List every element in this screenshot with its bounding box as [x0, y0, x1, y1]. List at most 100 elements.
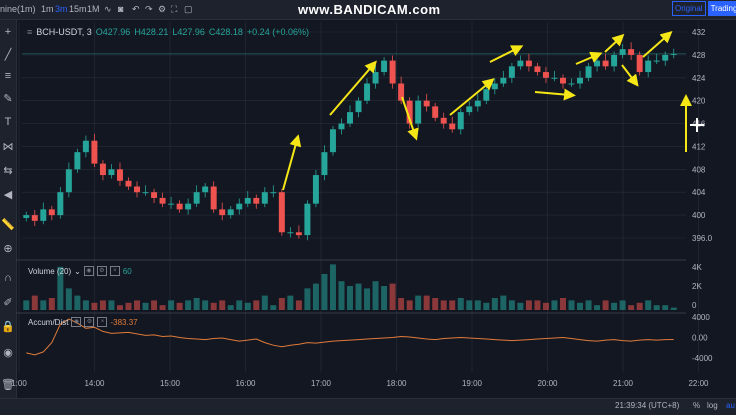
time-tick-label: 14:00 — [84, 379, 105, 388]
volume-label[interactable]: Volume (20) — [28, 266, 72, 276]
close-icon[interactable]: × — [109, 266, 120, 276]
brush-icon[interactable]: ✎ — [3, 93, 13, 105]
time-tick-label: 18:00 — [386, 379, 407, 388]
candle-body — [202, 186, 209, 193]
symbol-label[interactable]: BCH-USDT, 3 — [36, 27, 92, 37]
redo-icon[interactable]: ↷ — [145, 4, 153, 14]
candle-body — [534, 66, 541, 73]
candle-body — [74, 152, 81, 170]
ad-tick-label: -4000 — [692, 354, 713, 363]
volume-bar — [270, 305, 277, 310]
zoom-icon[interactable]: ⊕ — [3, 243, 13, 255]
candle-body — [500, 77, 507, 84]
lock-drawing-icon[interactable]: ✐ — [3, 297, 13, 309]
time-tick-label: 17:00 — [311, 379, 332, 388]
settings-icon[interactable]: ⚙ — [84, 317, 95, 327]
chevron-down-icon[interactable]: ⌄ — [74, 266, 81, 276]
original-view-tab[interactable]: Original — [672, 1, 706, 16]
trash-icon[interactable]: 🗑 — [1, 379, 15, 391]
auto-toggle[interactable]: au — [726, 401, 735, 410]
volume-bar — [483, 302, 490, 310]
timeframe-button[interactable]: 1m — [41, 4, 54, 14]
volume-bar — [423, 295, 430, 310]
volume-bar — [594, 305, 601, 310]
volume-bar — [389, 283, 396, 310]
candle-body — [449, 123, 456, 130]
ruler-icon[interactable]: 📏 — [1, 219, 15, 231]
annotation-arrows — [282, 31, 692, 191]
timeframe-button[interactable]: 1M — [87, 4, 100, 14]
percent-toggle[interactable]: % — [693, 401, 701, 410]
volume-bar — [210, 302, 217, 310]
volume-bar — [457, 298, 464, 310]
candle-body — [168, 203, 175, 205]
volume-tick-label: 0 — [692, 301, 697, 310]
crosshair-icon[interactable]: + — [4, 26, 12, 38]
camera-icon[interactable]: ◙ — [118, 4, 124, 14]
volume-bar — [219, 300, 226, 310]
candle-body — [602, 60, 609, 67]
trendline-icon[interactable]: ╱ — [4, 49, 12, 61]
forecast-icon[interactable]: ⇆ — [3, 165, 13, 177]
price-tick-label: 412 — [692, 142, 706, 151]
volume-bar — [295, 300, 302, 310]
drawing-toolbar: + ╱ ≡ ✎ T ⋈ ⇆ ◀ 📏 ⊕ ∩ ✐ 🔒 ◉ 🗑 — [0, 20, 17, 414]
ad-tick-label: 4000 — [692, 313, 710, 322]
candle-body — [415, 100, 422, 124]
eye-icon[interactable]: ◉ — [71, 317, 82, 327]
close-icon[interactable]: × — [97, 317, 108, 327]
volume-bar — [364, 288, 371, 310]
accum-label[interactable]: Accum/Dist — [28, 317, 69, 327]
volume-bar — [321, 274, 328, 310]
volume-bar — [500, 295, 507, 310]
timeframe-button[interactable]: nine(1m) — [0, 4, 36, 14]
text-icon[interactable]: T — [4, 116, 12, 128]
fib-icon[interactable]: ≡ — [4, 70, 12, 82]
indicator-icon[interactable]: ∿ — [104, 4, 112, 14]
back-arrow-icon[interactable]: ◀ — [3, 189, 13, 201]
candle-body — [227, 209, 234, 216]
volume-bar — [645, 300, 652, 310]
time-tick-label: 22:00 — [688, 379, 709, 388]
lock-icon[interactable]: 🔒 — [1, 321, 15, 333]
undo-icon[interactable]: ↶ — [132, 4, 140, 14]
eye-icon[interactable]: ◉ — [3, 347, 13, 359]
candle-body — [270, 192, 277, 194]
volume-bar — [449, 300, 456, 310]
volume-bar — [585, 300, 592, 310]
volume-bar — [278, 298, 285, 310]
volume-tick-label: 2K — [692, 282, 702, 291]
close-value: C428.18 — [208, 27, 243, 37]
annotation-arrow — [534, 88, 576, 101]
candle-body — [525, 60, 532, 67]
magnet-icon[interactable]: ∩ — [4, 272, 12, 284]
volume-bar — [202, 300, 209, 310]
candle-body — [48, 209, 55, 216]
tradingview-view-tab[interactable]: TradingV — [707, 1, 736, 16]
eye-icon[interactable]: ◉ — [83, 266, 94, 276]
candle-body — [636, 54, 643, 73]
candle-body — [619, 49, 626, 55]
candle-body — [355, 100, 362, 113]
pattern-icon[interactable]: ⋈ — [2, 141, 14, 153]
timeframe-button[interactable]: 15m — [69, 4, 87, 14]
timeframe-button-active[interactable]: 3m — [55, 4, 68, 14]
settings-icon[interactable]: ⚙ — [158, 4, 167, 14]
candle-body — [653, 60, 660, 62]
log-toggle[interactable]: log — [707, 401, 718, 410]
volume-bar — [670, 307, 677, 310]
hamburger-icon[interactable]: ≡ — [27, 27, 33, 37]
volume-value: 60 — [122, 266, 132, 276]
accum-dist-layer — [26, 318, 674, 356]
layout-icon[interactable]: ▢ — [184, 4, 193, 14]
candle-body — [389, 60, 396, 84]
volume-bar — [151, 300, 158, 310]
volume-bar — [355, 283, 362, 310]
volume-bar — [99, 300, 106, 310]
settings-icon[interactable]: ⚙ — [96, 266, 107, 276]
status-bar: 21:39:34 (UTC+8) % log au — [0, 398, 736, 415]
fullscreen-icon[interactable]: ⛶ — [171, 4, 178, 14]
candle-body — [508, 66, 515, 78]
candle-body — [295, 232, 302, 236]
